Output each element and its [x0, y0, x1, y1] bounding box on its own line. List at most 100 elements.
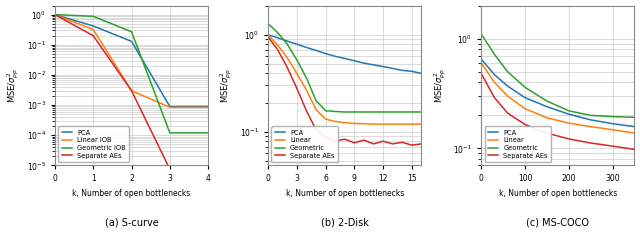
- Line: Geometric IOB: Geometric IOB: [55, 15, 208, 133]
- Linear IOB: [128, 89, 136, 92]
- Geometric: [408, 111, 415, 113]
- Linear: [417, 123, 425, 125]
- Linear: [543, 116, 551, 119]
- Linear: [521, 107, 529, 110]
- Linear: [491, 81, 499, 84]
- PCA: [543, 105, 551, 108]
- Separate AEs: [284, 66, 291, 69]
- Geometric: [360, 111, 368, 113]
- Line: PCA: PCA: [268, 35, 421, 73]
- Geometric: [477, 33, 485, 36]
- Geometric IOB: [90, 15, 97, 18]
- Separate AEs: [630, 148, 638, 151]
- Geometric: [341, 111, 349, 113]
- PCA: [369, 63, 377, 66]
- Geometric: [587, 114, 595, 117]
- Separate AEs: [166, 168, 173, 171]
- PCA: [477, 58, 485, 61]
- Geometric: [379, 111, 387, 113]
- Geometric: [398, 111, 406, 113]
- Separate AEs: [293, 87, 301, 90]
- Geometric: [312, 99, 320, 102]
- Linear: [587, 125, 595, 128]
- Separate AEs: [341, 138, 349, 141]
- PCA: [128, 40, 136, 43]
- Separate AEs: [408, 144, 415, 146]
- Line: Separate AEs: Separate AEs: [55, 15, 208, 169]
- PCA: [264, 33, 272, 36]
- Separate AEs: [417, 143, 425, 145]
- Separate AEs: [609, 145, 616, 147]
- Separate AEs: [477, 72, 485, 75]
- Geometric: [388, 111, 396, 113]
- Legend: PCA, Linear, Geometric, Separate AEs: PCA, Linear, Geometric, Separate AEs: [271, 126, 338, 162]
- Geometric: [322, 109, 330, 112]
- Geometric: [521, 86, 529, 89]
- Linear: [360, 122, 368, 125]
- Linear: [388, 123, 396, 125]
- Legend: PCA, Linear, Geometric, Separate AEs: PCA, Linear, Geometric, Separate AEs: [484, 126, 551, 162]
- Linear IOB: [51, 13, 59, 16]
- PCA: [284, 40, 291, 43]
- Linear: [284, 56, 291, 59]
- PCA: [417, 72, 425, 75]
- PCA: [322, 52, 330, 55]
- Separate AEs: [303, 109, 310, 112]
- Linear: [312, 108, 320, 111]
- Line: Separate AEs: Separate AEs: [268, 37, 421, 145]
- Linear: [274, 44, 282, 47]
- Separate AEs: [128, 89, 136, 92]
- Separate AEs: [587, 142, 595, 144]
- PCA: [351, 59, 358, 62]
- Linear: [477, 62, 485, 64]
- PCA: [521, 96, 529, 99]
- Separate AEs: [312, 128, 320, 131]
- Separate AEs: [369, 143, 377, 145]
- Linear: [332, 120, 339, 123]
- Legend: PCA, Linear IOB, Geometric IOB, Separate AEs: PCA, Linear IOB, Geometric IOB, Separate…: [58, 126, 129, 162]
- Y-axis label: MSE/$\sigma^2_{pp}$: MSE/$\sigma^2_{pp}$: [219, 68, 234, 103]
- PCA: [408, 70, 415, 73]
- PCA: [293, 43, 301, 46]
- Y-axis label: MSE/$\sigma^2_{pp}$: MSE/$\sigma^2_{pp}$: [6, 68, 21, 103]
- Separate AEs: [565, 138, 573, 140]
- Line: Geometric: Geometric: [268, 24, 421, 112]
- Geometric: [264, 22, 272, 25]
- Linear: [264, 33, 272, 36]
- Line: Geometric: Geometric: [481, 34, 634, 117]
- Separate AEs: [332, 140, 339, 143]
- Text: (b) 2-Disk: (b) 2-Disk: [321, 218, 369, 228]
- Linear: [379, 123, 387, 125]
- Separate AEs: [90, 34, 97, 37]
- Separate AEs: [274, 48, 282, 51]
- Separate AEs: [504, 112, 511, 114]
- Line: PCA: PCA: [55, 15, 208, 106]
- PCA: [166, 105, 173, 108]
- Linear: [341, 121, 349, 124]
- Geometric: [565, 110, 573, 112]
- Text: (a) S-curve: (a) S-curve: [105, 218, 159, 228]
- Line: Separate AEs: Separate AEs: [481, 74, 634, 149]
- Separate AEs: [360, 139, 368, 142]
- Geometric: [369, 111, 377, 113]
- Separate AEs: [491, 96, 499, 99]
- PCA: [587, 118, 595, 121]
- Geometric: [609, 115, 616, 118]
- PCA: [398, 69, 406, 72]
- Separate AEs: [543, 132, 551, 135]
- Geometric: [303, 77, 310, 79]
- PCA: [504, 85, 511, 88]
- PCA: [491, 73, 499, 76]
- PCA: [565, 113, 573, 116]
- PCA: [312, 49, 320, 52]
- Separate AEs: [398, 141, 406, 144]
- Linear IOB: [90, 28, 97, 31]
- PCA: [303, 46, 310, 49]
- PCA: [341, 57, 349, 60]
- Separate AEs: [51, 13, 59, 16]
- Separate AEs: [322, 136, 330, 139]
- Geometric IOB: [51, 13, 59, 16]
- Linear: [303, 88, 310, 91]
- Geometric IOB: [128, 30, 136, 33]
- Linear: [351, 122, 358, 125]
